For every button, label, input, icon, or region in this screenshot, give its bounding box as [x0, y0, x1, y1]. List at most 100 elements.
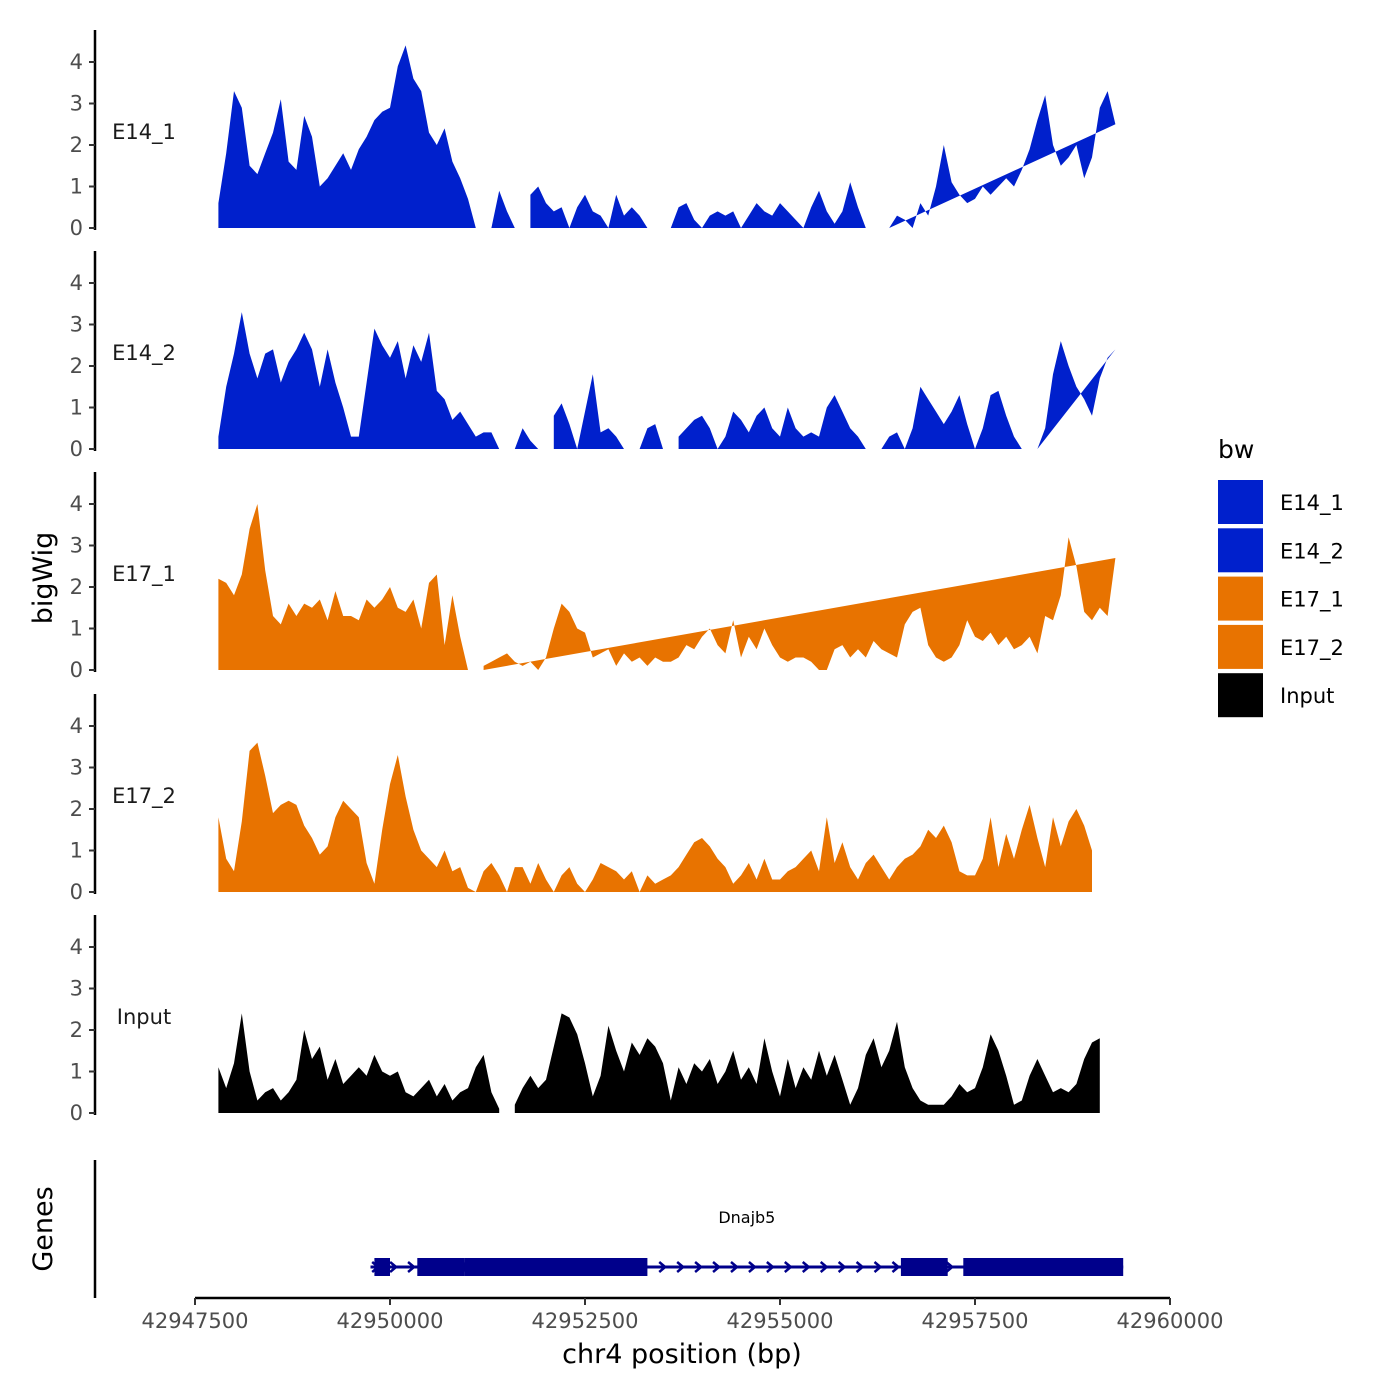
- legend-title: bw: [1218, 435, 1254, 464]
- x-tick-label-42960000: 42960000: [1117, 1309, 1224, 1333]
- exon-1: [374, 1258, 390, 1276]
- y-tick-label-E14_2-2: 2: [70, 354, 83, 378]
- track-label-E17_1: E17_1: [112, 562, 176, 587]
- track-label-E17_2: E17_2: [112, 784, 176, 809]
- y-tick-label-E17_2-2: 2: [70, 797, 83, 821]
- x-axis-title: chr4 position (bp): [562, 1339, 802, 1370]
- legend-swatch-E17_2: [1218, 624, 1263, 669]
- y-tick-label-Input-1: 1: [70, 1060, 83, 1084]
- y-tick-label-E17_1-4: 4: [70, 492, 83, 516]
- strand-arrow: [819, 1261, 829, 1273]
- genes-axis-title: Genes: [28, 1186, 59, 1271]
- y-tick-label-E14_1-0: 0: [70, 216, 83, 240]
- y-tick-label-E17_1-0: 0: [70, 658, 83, 682]
- gene-exons: [374, 1258, 1124, 1276]
- y-tick-label-E14_1-1: 1: [70, 175, 83, 199]
- legend-swatch-E14_1: [1218, 480, 1263, 524]
- strand-arrow: [783, 1261, 793, 1273]
- gene-label: Dnajb5: [718, 1208, 775, 1227]
- legend-label-E14_1: E14_1: [1280, 491, 1344, 516]
- strand-arrow: [694, 1261, 704, 1273]
- coverage-area-E14_2-4: [678, 395, 866, 449]
- coverage-area-E14_1-3: [670, 182, 866, 228]
- y-tick-label-Input-4: 4: [70, 935, 83, 959]
- exon-2: [417, 1258, 465, 1276]
- x-tick-label-42957500: 42957500: [922, 1309, 1029, 1333]
- strand-arrow: [389, 1261, 399, 1273]
- coverage-area-E14_2-5: [881, 386, 1022, 449]
- y-tick-label-Input-0: 0: [70, 1101, 83, 1125]
- coverage-area-E17_1-0: [218, 504, 468, 670]
- y-tick-label-E14_1-2: 2: [70, 133, 83, 157]
- strand-arrow: [676, 1261, 686, 1273]
- y-tick-label-E17_2-0: 0: [70, 880, 83, 904]
- track-E14_1: 0 1 2 3 4 E14_1: [70, 30, 1116, 240]
- coverage-area-E14_1-1: [491, 190, 515, 228]
- strand-arrow: [855, 1261, 865, 1273]
- y-tick-label-E14_2-1: 1: [70, 396, 83, 420]
- coverage-area-E14_1-2: [530, 186, 648, 228]
- strand-arrow: [748, 1261, 757, 1273]
- coverage-area-E17_2-0: [218, 742, 1092, 892]
- y-axis-title: bigWig: [28, 532, 59, 625]
- legend-label-E17_1: E17_1: [1280, 588, 1344, 613]
- strand-arrow: [873, 1261, 883, 1273]
- legend-swatch-E14_2: [1218, 528, 1263, 573]
- coverage-area-Input-1: [514, 1013, 1100, 1113]
- track-Input: 0 1 2 3 4 Input: [70, 915, 1100, 1125]
- track-E14_2: 0 1 2 3 4 E14_2: [70, 251, 1116, 461]
- legend-label-E14_2: E14_2: [1280, 539, 1344, 564]
- exon-4: [900, 1258, 948, 1276]
- strand-arrow: [658, 1261, 668, 1273]
- coverage-area-Input-0: [218, 1013, 500, 1113]
- y-tick-label-E14_2-3: 3: [70, 313, 83, 337]
- strand-arrow: [407, 1261, 417, 1273]
- coverage-area-E14_1-4: [889, 91, 1116, 228]
- coverage-area-E17_1-1: [483, 537, 1116, 670]
- coverage-area-E14_1-0: [218, 45, 476, 229]
- x-tick-label-42947500: 42947500: [142, 1309, 249, 1333]
- y-tick-label-E17_2-1: 1: [70, 839, 83, 863]
- strand-arrow: [891, 1261, 901, 1273]
- strand-arrow: [837, 1261, 847, 1273]
- y-tick-label-E17_1-2: 2: [70, 575, 83, 599]
- gene-track: Dnajb5: [93, 1160, 1124, 1298]
- legend-label-Input: Input: [1280, 684, 1334, 708]
- legend-label-E17_2: E17_2: [1280, 636, 1344, 661]
- y-tick-label-E14_1-4: 4: [70, 50, 83, 74]
- track-E17_2: 0 1 2 3 4 E17_2: [70, 694, 1092, 904]
- x-tick-label-42955000: 42955000: [727, 1309, 834, 1333]
- x-tick-label-42952500: 42952500: [532, 1309, 639, 1333]
- x-ticks: 42947500 42950000 42952500 42955000 42957500…: [142, 1298, 1224, 1333]
- track-label-E14_1: E14_1: [112, 120, 176, 145]
- coverage-area-E14_2-0: [218, 312, 500, 449]
- exon-5: [963, 1258, 1124, 1276]
- x-axis: 42947500 42950000 42952500 42955000 42957500…: [142, 1296, 1224, 1333]
- track-label-Input: Input: [117, 1005, 171, 1029]
- legend-swatch-E17_1: [1218, 576, 1263, 621]
- legend-items: E14_1 E14_2 E17_1 E17_2 Input: [1218, 480, 1344, 718]
- coverage-area-E14_2-6: [1037, 341, 1116, 449]
- coverage-area-E14_2-1: [514, 428, 539, 449]
- track-E17_1: 0 1 2 3 4 E17_1: [70, 472, 1116, 682]
- y-tick-label-E14_1-3: 3: [70, 92, 83, 116]
- y-tick-label-E17_2-4: 4: [70, 714, 83, 738]
- y-tick-label-E17_1-1: 1: [70, 617, 83, 641]
- strand-arrow: [801, 1261, 811, 1273]
- coverage-area-E14_2-2: [553, 374, 624, 449]
- legend: bw E14_1 E14_2 E17_1 E17_2 Input: [1218, 435, 1344, 718]
- y-tick-label-Input-3: 3: [70, 977, 83, 1001]
- y-tick-label-E14_2-0: 0: [70, 437, 83, 461]
- x-tick-label-42950000: 42950000: [337, 1309, 444, 1333]
- y-tick-label-E17_1-3: 3: [70, 534, 83, 558]
- legend-swatch-Input: [1218, 673, 1263, 718]
- y-tick-label-E14_2-4: 4: [70, 271, 83, 295]
- exon-3: [464, 1258, 648, 1276]
- y-tick-label-Input-2: 2: [70, 1018, 83, 1042]
- strand-arrow: [730, 1261, 739, 1273]
- bigwig-tracks: 0 1 2 3 4 E14_1 0 1 2 3 4 E14_2 0 1 2 3 4 E17_1 0 1 2 3 4 E17_2…: [70, 30, 1116, 1125]
- track-label-E14_2: E14_2: [112, 341, 176, 366]
- coverage-area-E14_2-3: [639, 424, 663, 449]
- strand-arrow: [766, 1261, 775, 1273]
